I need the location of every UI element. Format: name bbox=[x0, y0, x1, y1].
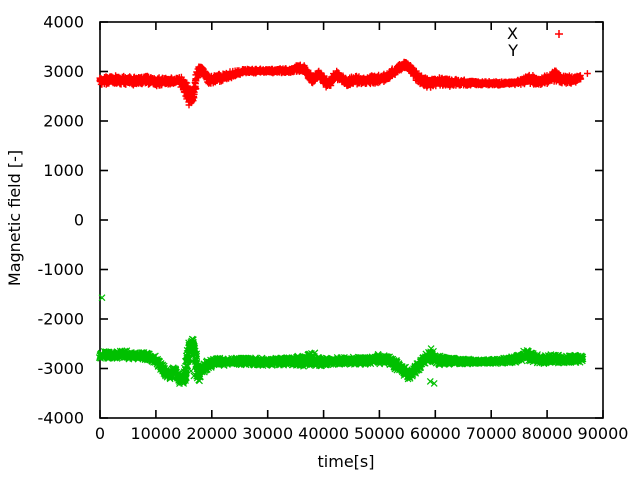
x-tick-label: 0 bbox=[95, 424, 105, 443]
axis-ticks bbox=[99, 21, 604, 419]
data-series bbox=[95, 58, 591, 388]
x-tick-label: 60000 bbox=[410, 424, 461, 443]
x-tick-label: 30000 bbox=[242, 424, 293, 443]
x-axis-title: time[s] bbox=[318, 452, 375, 471]
legend-markers bbox=[555, 30, 563, 38]
tick-labels: 0 10000 20000 30000 40000 50000 60000 70000 8000… bbox=[38, 13, 629, 444]
y-tick-label: 3000 bbox=[43, 62, 84, 81]
legend-marker-x bbox=[555, 30, 563, 38]
y-tick-label: -2000 bbox=[38, 310, 85, 329]
y-tick-label: -1000 bbox=[38, 260, 85, 279]
y-axis-title: Magnetic field [-] bbox=[5, 150, 24, 286]
x-tick-label: 20000 bbox=[186, 424, 237, 443]
y-tick-label: 1000 bbox=[43, 161, 84, 180]
legend-label-y: Y bbox=[507, 41, 518, 60]
y-tick-label: 0 bbox=[74, 211, 84, 230]
y-tick-label: -4000 bbox=[38, 409, 85, 428]
legend-label-x: X bbox=[507, 24, 518, 43]
y-tick-label: 4000 bbox=[43, 13, 84, 32]
y-tick-label: -3000 bbox=[38, 359, 85, 378]
series-y-points bbox=[95, 294, 587, 388]
x-tick-label: 90000 bbox=[578, 424, 629, 443]
x-tick-label: 80000 bbox=[522, 424, 573, 443]
x-tick-label: 50000 bbox=[354, 424, 405, 443]
x-tick-label: 70000 bbox=[466, 424, 517, 443]
x-tick-label: 10000 bbox=[130, 424, 181, 443]
y-tick-label: 2000 bbox=[43, 112, 84, 131]
x-tick-label: 40000 bbox=[298, 424, 349, 443]
legend: X Y bbox=[507, 24, 563, 60]
series-x-points bbox=[96, 58, 591, 109]
